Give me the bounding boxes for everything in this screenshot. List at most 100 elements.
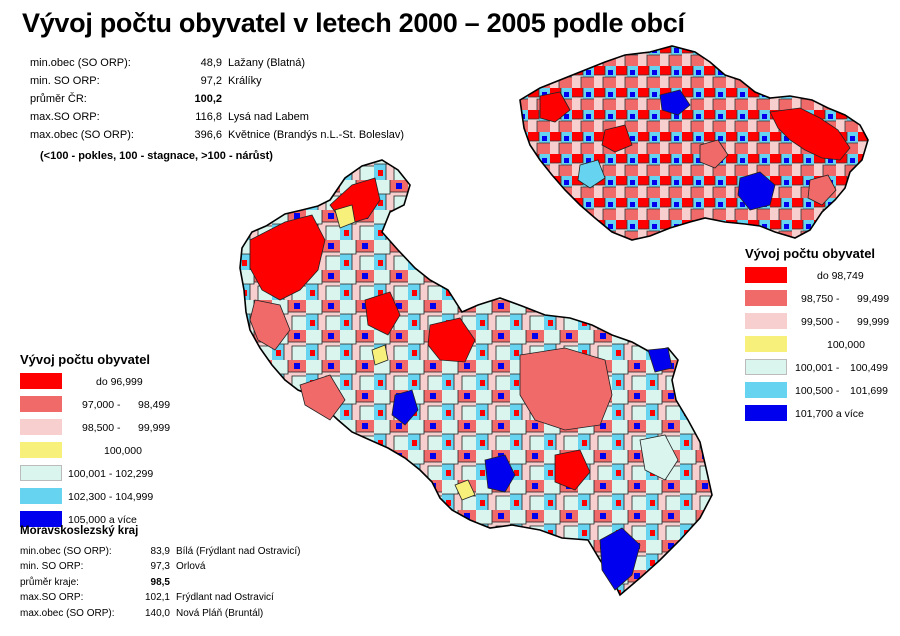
legend-item: do 96,999 [20, 373, 150, 396]
stat-name: Nová Pláň (Bruntál) [176, 607, 264, 619]
legend-swatch [745, 290, 787, 306]
stat-label: průměr ČR: [30, 93, 87, 105]
stat-name: Frýdlant nad Ostravicí [176, 592, 274, 603]
stat-name: Orlová [176, 561, 206, 572]
cr-stats: min.obec (SO ORP): 48,9 Lažany (Blatná) … [30, 54, 430, 144]
legend-item: 98,750 - 99,499 [745, 290, 889, 313]
legend-label: 98,750 - [801, 293, 840, 305]
legend-item: 102,300 - 104,999 [20, 488, 154, 511]
cr-map [519, 45, 869, 241]
legend-swatch [745, 382, 787, 398]
stat-value: 102,1 [144, 592, 170, 603]
stat-value: 97,3 [150, 561, 170, 572]
legend-label-to: 99,499 [857, 293, 890, 305]
legend-swatch [745, 313, 787, 329]
region-highlighted-districts [249, 177, 679, 591]
legend-swatch [20, 419, 62, 435]
region-stat-row: max.SO ORP: 102,1 Frýdlant nad Ostravicí [20, 590, 274, 606]
legend-label-to: 98,499 [138, 399, 171, 411]
stat-label: min. SO ORP: [20, 561, 84, 572]
cr-stat-row: průměr ČR: 100,2 [30, 90, 430, 108]
legend-item: 99,500 - 99,999 [745, 313, 889, 336]
legend-item: 98,500 - 99,999 [20, 419, 170, 442]
stat-value: 48,9 [200, 57, 222, 69]
legend-cr: Vývoj počtu obyvatel do 98,749 98,750 - … [745, 246, 889, 428]
legend-label: do 96,999 [96, 376, 143, 388]
legend-swatch [20, 465, 62, 481]
legend-label: 98,500 - [82, 422, 121, 434]
stat-label: max.obec (SO ORP): [20, 607, 115, 619]
legend-item: 100,500 - 101,699 [745, 382, 888, 405]
legend-label: 100,500 - [795, 385, 840, 397]
cr-stat-row: max.SO ORP: 116,8 Lysá nad Labem [30, 108, 430, 126]
stat-value: 140,0 [144, 607, 170, 619]
legend-label: do 98,749 [817, 270, 864, 282]
stat-label: min.obec (SO ORP): [20, 545, 112, 557]
legend-item: 100,000 [20, 442, 150, 465]
legend-item: 100,000 [745, 336, 875, 359]
legend-label: 100,001 - [795, 362, 840, 374]
legend-swatch [20, 511, 62, 527]
stat-value: 98,5 [150, 576, 170, 588]
map-title: Vývoj počtu obyvatel v letech 2000 – 200… [22, 8, 685, 38]
legend-swatch [20, 396, 62, 412]
legend-item: do 98,749 [745, 267, 875, 290]
region-outline [239, 159, 713, 597]
legend-label: 97,000 - [82, 399, 121, 411]
stat-value: 116,8 [195, 111, 222, 123]
cr-stat-row: max.obec (SO ORP): 396,6 Květnice (Brand… [30, 126, 430, 144]
stat-label: max.SO ORP: [20, 592, 84, 603]
legend-item: 97,000 - 98,499 [20, 396, 170, 419]
legend-label: 99,500 - [801, 316, 840, 328]
region-stats: Moravskoslezský kraj min.obec (SO ORP): … [20, 524, 300, 622]
legend-item: 101,700 a více [745, 405, 875, 428]
stat-value: 83,9 [150, 545, 170, 557]
legend-label: 100,000 [104, 445, 142, 457]
stat-name: Bílá (Frýdlant nad Ostravicí) [176, 545, 301, 557]
region-stat-row: max.obec (SO ORP): 140,0 Nová Pláň (Brun… [20, 606, 263, 622]
region-stat-row: průměr kraje: 98,5 [20, 575, 170, 591]
legend-label-to: 99,999 [138, 422, 171, 434]
cr-stat-row: min. SO ORP: 97,2 Králíky [30, 72, 430, 90]
stat-label: max.obec (SO ORP): [30, 129, 134, 141]
stat-label: min. SO ORP: [30, 75, 100, 87]
legend-item: 105,000 a více [20, 511, 150, 534]
legend-label: 100,000 [827, 339, 865, 351]
legend-swatch [20, 373, 62, 389]
legend-swatch [745, 359, 787, 375]
stat-name: Králíky [228, 75, 262, 87]
legend-label-to: 100,499 [850, 362, 888, 374]
legend-title: Vývoj počtu obyvatel [745, 246, 876, 261]
stat-label: max.SO ORP: [30, 111, 100, 123]
legend-label: 102,300 - 104,999 [68, 491, 154, 503]
stat-name: Lažany (Blatná) [228, 57, 306, 69]
stat-name: Lysá nad Labem [228, 111, 309, 123]
cr-outline [519, 45, 869, 241]
cr-highlighted-districts [539, 89, 851, 211]
legend-swatch [20, 488, 62, 504]
stat-value: 396,6 [194, 129, 222, 141]
region-map [239, 159, 713, 597]
stat-name: Květnice (Brandýs n.L.-St. Boleslav) [228, 129, 405, 141]
cr-stat-row: min.obec (SO ORP): 48,9 Lažany (Blatná) [30, 54, 430, 72]
region-stat-row: min. SO ORP: 97,3 Orlová [20, 559, 205, 575]
legend-region: Vývoj počtu obyvatel do 96,999 97,000 - … [20, 352, 170, 534]
legend-note: (<100 - pokles, 100 - stagnace, >100 - n… [40, 150, 273, 162]
region-stat-row: min.obec (SO ORP): 83,9 Bílá (Frýdlant n… [20, 544, 300, 560]
legend-swatch [745, 336, 787, 352]
stat-label: min.obec (SO ORP): [30, 57, 131, 69]
legend-label: 105,000 a více [68, 514, 137, 526]
legend-item: 100,001 - 100,499 [745, 359, 888, 382]
legend-swatch [20, 442, 62, 458]
legend-swatch [745, 405, 787, 421]
legend-label-to: 101,699 [850, 385, 888, 397]
legend-label-to: 99,999 [857, 316, 890, 328]
legend-swatch [745, 267, 787, 283]
legend-item: 100,001 - 102,299 [20, 465, 154, 488]
legend-title: Vývoj počtu obyvatel [20, 352, 151, 367]
region-heading: Moravskoslezský kraj [20, 525, 139, 537]
stat-label: průměr kraje: [20, 576, 79, 588]
legend-label: 101,700 a více [795, 408, 864, 420]
legend-label: 100,001 - 102,299 [68, 468, 154, 480]
